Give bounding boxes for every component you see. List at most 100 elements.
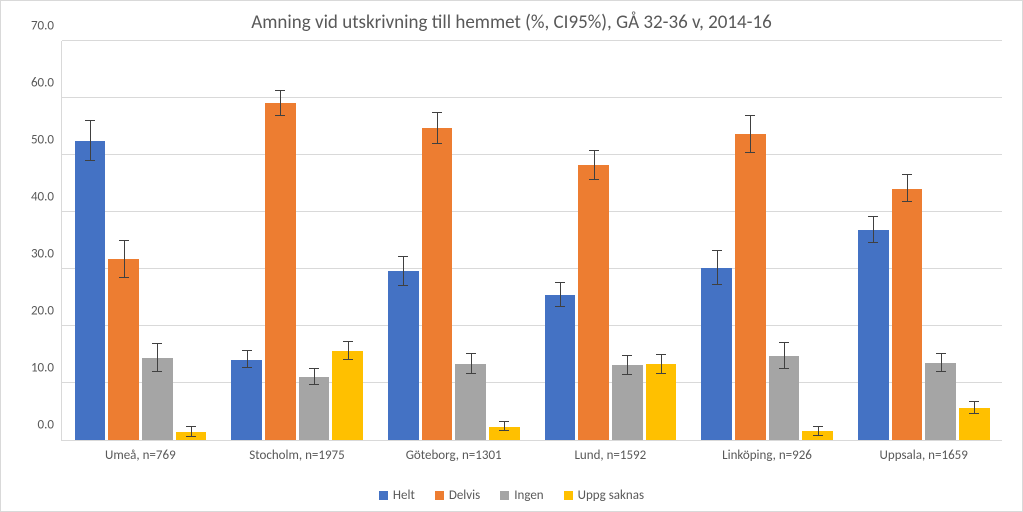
bar [455,364,486,440]
bar-wrap [142,41,173,440]
error-cap [622,374,632,375]
error-cap [779,342,789,343]
bars-row [701,41,833,440]
error-cap [868,216,878,217]
error-cap [466,353,476,354]
error-cap [936,371,946,372]
error-cap [309,368,319,369]
bar-wrap [612,41,643,440]
error-bar [348,342,349,360]
error-cap [152,343,162,344]
error-cap [432,112,442,113]
bar [545,295,576,440]
legend-label: Helt [393,488,415,503]
error-cap [902,201,912,202]
bar [612,365,643,440]
bar-group: Umeå, n=769 [62,41,219,440]
bar [75,141,106,440]
error-cap [622,355,632,356]
x-tick-label: Stocholm, n=1975 [219,440,376,463]
error-cap [969,413,979,414]
error-bar [873,217,874,243]
error-cap [152,371,162,372]
bar [735,134,766,440]
error-cap [398,285,408,286]
bar-wrap [892,41,923,440]
error-cap [656,354,666,355]
error-cap [499,421,509,422]
error-bar [717,251,718,285]
y-tick-label: 70.0 [31,19,62,34]
error-cap [868,242,878,243]
bar [701,268,732,440]
bar-wrap [769,41,800,440]
bar-wrap [176,41,207,440]
chart-frame: Amning vid utskrivning till hemmet (%, C… [0,0,1023,512]
x-tick-label: Umeå, n=769 [62,440,219,463]
y-tick-label: 40.0 [31,190,62,205]
bars-row [858,41,990,440]
error-bar [627,356,628,375]
legend-swatch [500,491,509,500]
legend-item: Delvis [435,488,480,503]
x-tick-label: Lund, n=1592 [532,440,689,463]
plot-area: 0.010.020.030.040.050.060.070.0Umeå, n=7… [61,41,1002,441]
bar-wrap [959,41,990,440]
error-cap [186,426,196,427]
y-tick-label: 60.0 [31,76,62,91]
error-bar [403,257,404,286]
bar-wrap [735,41,766,440]
y-tick-label: 10.0 [31,361,62,376]
bar-group: Lund, n=1592 [532,41,689,440]
bar-wrap [75,41,106,440]
error-cap [466,373,476,374]
error-bar [941,354,942,372]
error-bar [280,91,281,116]
error-cap [745,152,755,153]
bar [578,165,609,440]
bar-group: Uppsala, n=1659 [845,41,1002,440]
error-cap [343,359,353,360]
legend-label: Delvis [449,488,480,503]
error-bar [247,351,248,368]
error-cap [712,284,722,285]
y-tick-label: 50.0 [31,133,62,148]
error-cap [555,306,565,307]
error-cap [589,179,599,180]
error-cap [499,430,509,431]
y-tick-label: 30.0 [31,247,62,262]
error-bar [437,113,438,144]
error-cap [555,282,565,283]
bar-group: Göteborg, n=1301 [375,41,532,440]
legend-item: Ingen [500,488,543,503]
bar-group: Linköping, n=926 [689,41,846,440]
error-cap [242,350,252,351]
legend-item: Uppg saknas [564,488,644,503]
error-cap [936,353,946,354]
error-bar [750,116,751,152]
bar-wrap [925,41,956,440]
bars-row [545,41,677,440]
legend-label: Uppg saknas [578,488,644,503]
error-cap [779,368,789,369]
bar [388,271,419,440]
bar [646,364,677,440]
error-cap [309,384,319,385]
error-cap [969,401,979,402]
bar-wrap [455,41,486,440]
bar-wrap [332,41,363,440]
legend: Helt Delvis Ingen Uppg saknas [1,488,1022,503]
bar-wrap [701,41,732,440]
bar-wrap [422,41,453,440]
bar [299,377,330,440]
bar [108,259,139,440]
bars-row [231,41,363,440]
error-cap [85,120,95,121]
error-bar [314,369,315,385]
bar-groups: Umeå, n=769Stocholm, n=1975Göteborg, n=1… [62,41,1002,440]
bar-wrap [388,41,419,440]
bars-row [75,41,207,440]
bar [231,360,262,440]
bar-wrap [578,41,609,440]
legend-swatch [435,491,444,500]
